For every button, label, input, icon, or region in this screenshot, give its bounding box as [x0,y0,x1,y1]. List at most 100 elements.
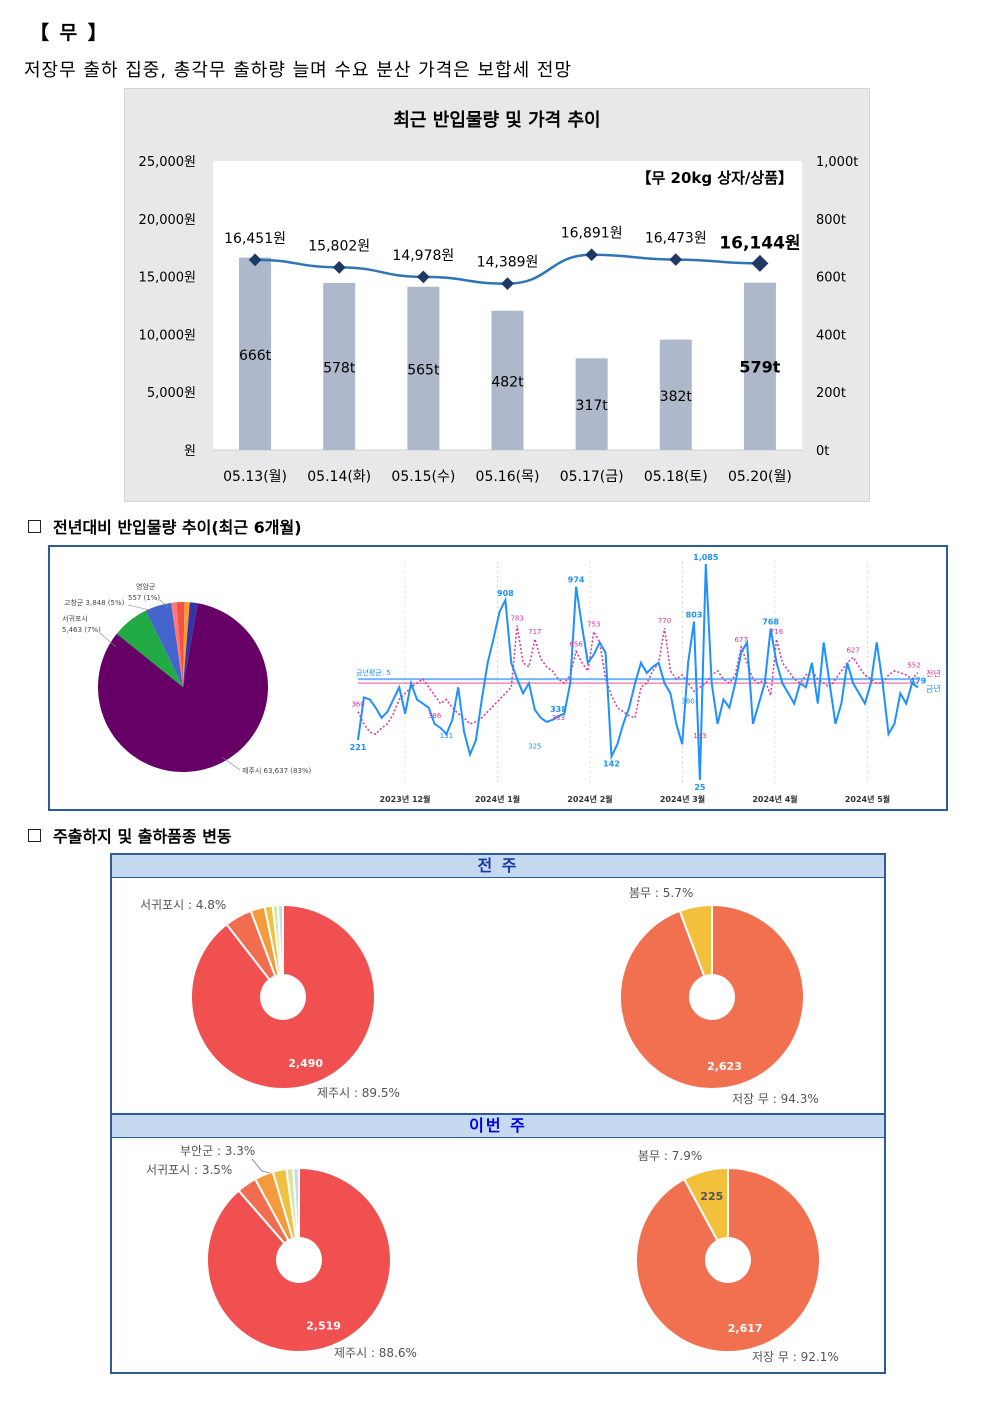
yoy-section-title: 전년대비 반입물량 추이(최근 6개월) [53,518,302,537]
donut-label: 제주시 : 88.6% [334,1346,417,1360]
last-year-line [357,625,919,735]
this-year-point-label: 221 [350,743,367,752]
volume-bar [491,310,524,450]
shipping-panel: 전 주 이번 주 제주시 : 89.5% 서귀포시 : 4.8% 2,490 저장 무… [110,853,886,1374]
left-axis-tick: 20,000원 [139,213,196,228]
donut-leader-line [261,1170,271,1174]
price-marker [751,254,769,272]
origin-pie-slice [97,603,269,772]
donut-inner-value: 2,617 [728,1322,763,1335]
yoy-charts: 제주시 63,637 (83%) 서귀포시 5,463 (7%) 고창군 3,848 … [62,553,941,804]
right-axis-tick: 1,000t [816,155,858,170]
previous-week-band: 전 주 [112,855,884,878]
last-year-point-label: 552 [907,662,920,670]
volume-bar [323,282,356,450]
pie-label-yeongam: 영암군 [136,582,156,591]
price-label: 16,144원 [719,233,800,253]
right-axis-tick: 200t [816,386,846,401]
x-tick-label: 05.15(수) [391,469,455,485]
last-year-point-label: 627 [846,646,859,654]
donut-label: 봄무 : 7.9% [638,1149,702,1163]
avg-label: 금년평균: 5 [356,668,391,677]
extra-point-label: 131 [440,732,453,740]
this-year-point-label: 768 [762,618,779,627]
origin-pie-slice [116,610,183,687]
price-marker [501,277,514,291]
last-year-point-label: 783 [510,615,523,623]
volume-bar [743,282,776,450]
last-year-point-label: 753 [587,621,600,629]
donut-3-slice [635,1166,821,1353]
this-year-point-label: 479 [910,676,927,685]
price-marker [416,270,430,284]
price-marker [585,248,599,262]
pie-leader-line [221,756,241,771]
donut-3-slice [682,1166,729,1243]
donut-inner-value: 2,490 [288,1057,323,1070]
last-year-point-label: 770 [658,617,671,625]
last-year-point-label: 717 [528,628,541,636]
volume-bar [407,286,440,450]
donut-inner-value: 2,623 [707,1060,742,1073]
extra-point-label: 133 [693,732,706,740]
yoy-panel: 제주시 63,637 (83%) 서귀포시 5,463 (7%) 고창군 3,848 … [48,545,948,811]
origin-pie-slice [183,602,198,687]
x-tick-label: 05.20(월) [728,469,792,485]
x-tick-label: 2024년 4월 [752,794,797,804]
origin-pie-slice [145,602,183,687]
volume-label: 666t [239,348,272,364]
left-axis-tick: 원 [184,444,196,459]
volume-label: 317t [576,398,609,414]
headline: 저장무 출하 집중, 총각무 출하량 늘며 수요 분산 가격은 보합세 전망 [24,60,573,81]
volume-bar [575,358,608,450]
this-year-point-label: 338 [550,705,567,714]
volume-label: 482t [491,374,524,390]
last-year-point-label: 677 [734,636,747,644]
this-year-point-label: 803 [686,610,703,619]
pie-leader-line [99,632,117,648]
pie-label-gochang: 고창군 3,848 (5%) [64,599,125,607]
shipping-section-title: 주출하지 및 출하품종 변동 [53,827,232,846]
chart-annotation: 【무 20kg 상자/상품】 [636,169,793,187]
volume-label: 382t [660,389,693,405]
price-label: 14,978원 [392,248,454,264]
price-volume-chart: 최근 반입물량 및 가격 추이 【무 20kg 상자/상품】 원 5,000원 10,0… [139,109,859,485]
checkbox-icon [28,520,41,533]
yoy-section-heading: 전년대비 반입물량 추이(최근 6개월) [28,514,302,538]
left-axis-tick: 10,000원 [139,328,196,343]
volume-label: 565t [407,362,440,378]
this-year-point-label: 974 [568,576,585,585]
volume-bar [659,339,692,450]
shipping-section-heading: 주출하지 및 출하품종 변동 [28,823,232,847]
section-title: 【 무 】 [30,22,109,44]
pie-label-jeju: 제주시 63,637 (83%) [242,767,312,775]
right-axis-tick: 400t [816,328,846,343]
right-axis-tick: 600t [816,271,846,286]
this-year-point-label: 25 [694,783,706,792]
donut-label: 저장 무 : 92.1% [752,1350,839,1364]
x-tick-label: 2024년 5월 [845,794,890,804]
this-week-band: 이번 주 [112,1113,884,1138]
volume-label: 579t [739,357,780,376]
price-label: 16,473원 [645,231,707,247]
x-tick-label: 2024년 3월 [660,794,705,804]
donut-label: 부안군 : 3.3% [180,1144,255,1158]
this-year-line [357,564,919,780]
this-year-point-label: 1,085 [693,553,719,562]
donut-leader-line [251,1158,263,1172]
extra-point-label: 383 [552,714,565,722]
origin-pie-slice [176,602,185,687]
last-year-point-label: 716 [770,628,784,636]
donut-0-slice [190,903,376,1090]
x-tick-label: 2024년 1월 [475,794,520,804]
checkbox-icon [28,829,41,842]
donut-2-slice [206,1166,392,1353]
donut-label: 서귀포시 : 4.8% [140,898,226,912]
pie-label-seogwipo-value: 5,463 (7%) [62,626,101,634]
x-tick-label: 05.14(화) [307,469,371,485]
chart-title: 최근 반입물량 및 가격 추이 [393,109,600,131]
x-tick-label: 05.18(토) [644,469,708,485]
this-year-point-label: 908 [497,589,514,598]
left-axis-tick: 25,000원 [139,155,196,170]
pie-leader-line [159,599,169,608]
